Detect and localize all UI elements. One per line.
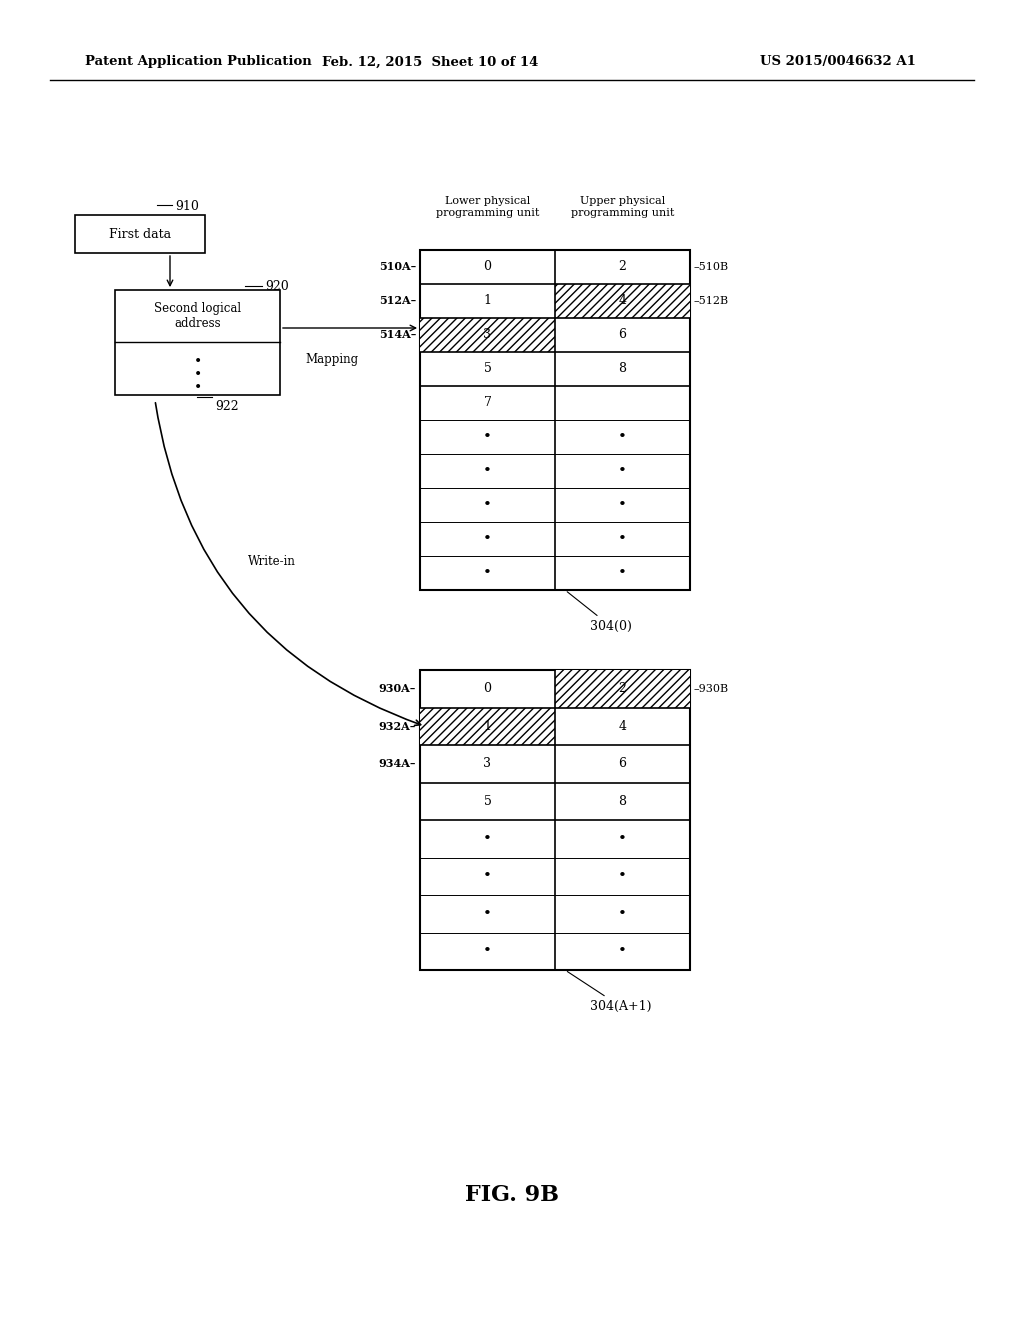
Text: 934A–: 934A– bbox=[379, 758, 416, 770]
Text: •: • bbox=[483, 430, 492, 444]
Text: 6: 6 bbox=[618, 758, 627, 771]
Text: •: • bbox=[618, 498, 627, 512]
Text: •: • bbox=[483, 566, 492, 579]
Text: 304(0): 304(0) bbox=[567, 591, 632, 634]
Text: •: • bbox=[194, 368, 202, 381]
Text: •: • bbox=[483, 465, 492, 478]
Text: •: • bbox=[194, 355, 202, 370]
Text: 920: 920 bbox=[265, 280, 289, 293]
Text: 514A–: 514A– bbox=[379, 330, 416, 341]
Text: 932A–: 932A– bbox=[379, 721, 416, 731]
FancyArrowPatch shape bbox=[156, 403, 421, 726]
Text: •: • bbox=[618, 944, 627, 958]
Text: 922: 922 bbox=[215, 400, 239, 413]
Bar bbox=[420, 708, 555, 744]
Bar bbox=[555, 671, 690, 708]
Bar bbox=[420, 249, 690, 590]
Text: 1: 1 bbox=[483, 294, 492, 308]
Text: 910: 910 bbox=[175, 201, 199, 213]
Text: •: • bbox=[194, 381, 202, 395]
Text: –930B: –930B bbox=[694, 684, 729, 694]
Text: 2: 2 bbox=[618, 260, 627, 273]
Text: 0: 0 bbox=[483, 260, 492, 273]
Text: 5: 5 bbox=[483, 795, 492, 808]
Text: 8: 8 bbox=[618, 795, 627, 808]
Text: Write-in: Write-in bbox=[248, 554, 296, 568]
Text: •: • bbox=[618, 832, 627, 846]
Bar bbox=[115, 290, 280, 395]
Text: 6: 6 bbox=[618, 329, 627, 342]
Text: 8: 8 bbox=[618, 363, 627, 375]
Text: 2: 2 bbox=[618, 682, 627, 696]
Text: •: • bbox=[483, 532, 492, 546]
Text: 4: 4 bbox=[618, 719, 627, 733]
Text: •: • bbox=[618, 907, 627, 921]
Bar bbox=[75, 215, 205, 253]
Text: Feb. 12, 2015  Sheet 10 of 14: Feb. 12, 2015 Sheet 10 of 14 bbox=[322, 55, 539, 69]
Text: 5: 5 bbox=[483, 363, 492, 375]
Text: 3: 3 bbox=[483, 758, 492, 771]
Text: First data: First data bbox=[109, 227, 171, 240]
Text: 7: 7 bbox=[483, 396, 492, 409]
Text: Lower physical
programming unit: Lower physical programming unit bbox=[436, 197, 540, 218]
Bar bbox=[420, 671, 690, 970]
Text: •: • bbox=[483, 907, 492, 921]
Text: Second logical
address: Second logical address bbox=[154, 302, 241, 330]
Text: 512A–: 512A– bbox=[379, 296, 416, 306]
Text: •: • bbox=[618, 532, 627, 546]
Text: •: • bbox=[483, 832, 492, 846]
Bar bbox=[555, 284, 690, 318]
Text: 304(A+1): 304(A+1) bbox=[567, 972, 651, 1012]
Text: •: • bbox=[618, 566, 627, 579]
Text: Upper physical
programming unit: Upper physical programming unit bbox=[570, 197, 674, 218]
Text: 510A–: 510A– bbox=[379, 261, 416, 272]
Text: •: • bbox=[618, 465, 627, 478]
Text: 0: 0 bbox=[483, 682, 492, 696]
Text: 1: 1 bbox=[483, 719, 492, 733]
Text: US 2015/0046632 A1: US 2015/0046632 A1 bbox=[760, 55, 915, 69]
Text: 930A–: 930A– bbox=[379, 684, 416, 694]
Text: •: • bbox=[483, 944, 492, 958]
Text: •: • bbox=[618, 430, 627, 444]
Bar bbox=[420, 318, 555, 352]
Text: •: • bbox=[483, 498, 492, 512]
Text: –512B: –512B bbox=[694, 296, 729, 306]
Text: FIG. 9B: FIG. 9B bbox=[465, 1184, 559, 1206]
Text: 3: 3 bbox=[483, 329, 492, 342]
Text: •: • bbox=[618, 870, 627, 883]
Text: Patent Application Publication: Patent Application Publication bbox=[85, 55, 311, 69]
Text: 4: 4 bbox=[618, 294, 627, 308]
Text: Mapping: Mapping bbox=[305, 354, 358, 367]
Text: –510B: –510B bbox=[694, 261, 729, 272]
Text: •: • bbox=[483, 870, 492, 883]
